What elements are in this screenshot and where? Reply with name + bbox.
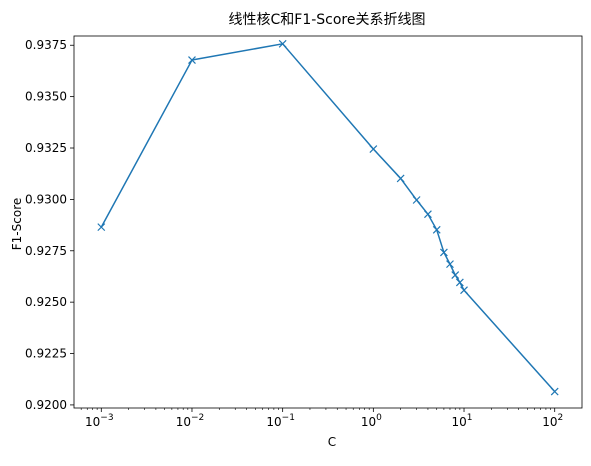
x-tick-label: 101 <box>452 413 473 429</box>
series-line <box>100 43 556 393</box>
data-point <box>446 260 454 269</box>
y-tick-label: 0.9325 <box>25 141 67 155</box>
x-tick-label: 102 <box>542 413 563 429</box>
chart-title: 线性核C和F1-Score关系折线图 <box>229 12 426 28</box>
y-tick-label: 0.9225 <box>25 347 67 361</box>
y-tick-label: 0.9350 <box>25 90 67 104</box>
y-tick-label: 0.9375 <box>25 38 67 52</box>
data-point <box>97 223 106 232</box>
plot-frame <box>73 35 583 409</box>
y-tick-label: 0.9300 <box>25 192 67 206</box>
data-point <box>550 387 559 396</box>
data-point <box>439 248 448 257</box>
y-tick-label: 0.9250 <box>25 295 67 309</box>
x-tick-label: 10−1 <box>266 413 295 429</box>
data-point <box>455 278 464 287</box>
data-point <box>460 286 468 295</box>
data-point <box>424 210 432 219</box>
data-point <box>188 56 196 64</box>
x-tick-label: 10−2 <box>176 413 205 429</box>
data-point <box>432 225 441 234</box>
data-point <box>451 271 460 279</box>
plot-area <box>97 39 559 396</box>
x-tick-label: 10−3 <box>85 413 114 429</box>
y-axis-label: F1-Score <box>10 198 24 250</box>
x-axis-label: C <box>328 435 336 449</box>
y-tick-label: 0.9275 <box>25 244 67 258</box>
data-point <box>396 174 405 183</box>
data-point <box>412 196 421 204</box>
data-point <box>278 39 287 48</box>
y-tick-label: 0.9200 <box>25 398 67 412</box>
x-tick-label: 100 <box>361 413 382 429</box>
axes: 0.9200 0.9225 0.9250 0.9275 0.9300 0.9325 0.93… <box>25 35 583 429</box>
data-point <box>369 145 378 153</box>
